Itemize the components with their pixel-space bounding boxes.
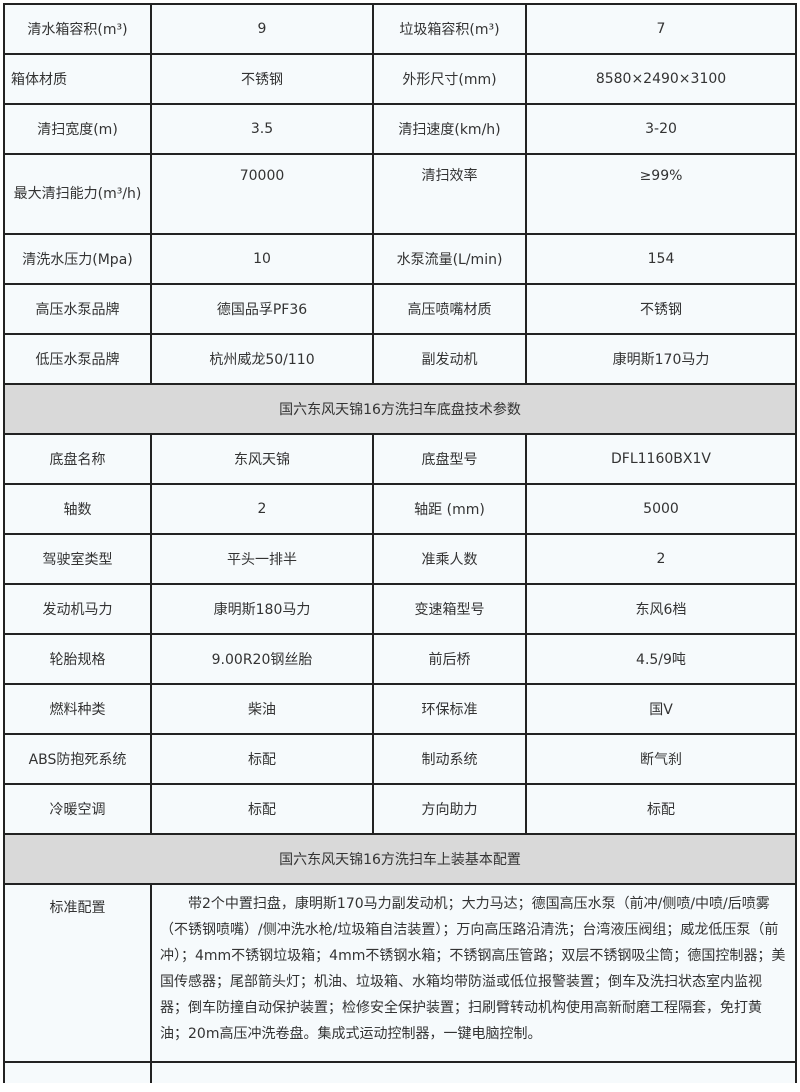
spec-value: 3-20 <box>525 103 797 155</box>
spec-label: 最大清扫能力(m³/h) <box>3 153 152 235</box>
spec-label: 清扫速度(km/h) <box>372 103 527 155</box>
spec-value: 9.00R20钢丝胎 <box>150 633 374 685</box>
spec-label: 冷暖空调 <box>3 783 152 835</box>
spec-label: 清水箱容积(m³) <box>3 3 152 55</box>
spec-row: 发动机马力 康明斯180马力 变速箱型号 东风6档 <box>3 583 797 635</box>
spec-row: ABS防抱死系统 标配 制动系统 断气刹 <box>3 733 797 785</box>
spec-label: 驾驶室类型 <box>3 533 152 585</box>
config-label: 标准配置 <box>3 883 152 1063</box>
spec-value: 柴油 <box>150 683 374 735</box>
spec-row: 轴数 2 轴距 (mm) 5000 <box>3 483 797 535</box>
spec-value: 国V <box>525 683 797 735</box>
config-section-title: 国六东风天锦16方洗扫车上装基本配置 <box>3 833 797 885</box>
spec-value: 东风天锦 <box>150 433 374 485</box>
spec-value: 70000 <box>150 153 374 235</box>
spec-row: 箱体材质 不锈钢 外形尺寸(mm) 8580×2490×3100 <box>3 53 797 105</box>
spec-label: 燃料种类 <box>3 683 152 735</box>
spec-value: 2 <box>150 483 374 535</box>
spec-value: 不锈钢 <box>150 53 374 105</box>
spec-row: 清扫宽度(m) 3.5 清扫速度(km/h) 3-20 <box>3 103 797 155</box>
spec-row: 底盘名称 东风天锦 底盘型号 DFL1160BX1V <box>3 433 797 485</box>
spec-value: 9 <box>150 3 374 55</box>
spec-row: 清水箱容积(m³) 9 垃圾箱容积(m³) 7 <box>3 3 797 55</box>
spec-value: 3.5 <box>150 103 374 155</box>
spec-label: 前后桥 <box>372 633 527 685</box>
spec-value: 4.5/9吨 <box>525 633 797 685</box>
spec-label: ABS防抱死系统 <box>3 733 152 785</box>
spec-value: 平头一排半 <box>150 533 374 585</box>
spec-label: 轴距 (mm) <box>372 483 527 535</box>
spec-row: 燃料种类 柴油 环保标准 国V <box>3 683 797 735</box>
spec-label: 环保标准 <box>372 683 527 735</box>
spec-label: 清洗水压力(Mpa) <box>3 233 152 285</box>
spec-label: 变速箱型号 <box>372 583 527 635</box>
spec-label: 制动系统 <box>372 733 527 785</box>
spec-row: 清洗水压力(Mpa) 10 水泵流量(L/min) 154 <box>3 233 797 285</box>
spec-row: 低压水泵品牌 杭州威龙50/110 副发动机 康明斯170马力 <box>3 333 797 385</box>
spec-value: 杭州威龙50/110 <box>150 333 374 385</box>
spec-value: 标配 <box>150 733 374 785</box>
spec-label: 水泵流量(L/min) <box>372 233 527 285</box>
spec-value: 7 <box>525 3 797 55</box>
spec-value: 154 <box>525 233 797 285</box>
spec-label: 副发动机 <box>372 333 527 385</box>
spec-value: 标配 <box>525 783 797 835</box>
spec-label: 低压水泵品牌 <box>3 333 152 385</box>
spec-row: 最大清扫能力(m³/h) 70000 清扫效率 ≥99% <box>3 153 797 235</box>
spec-value: 康明斯180马力 <box>150 583 374 635</box>
spec-label: 外形尺寸(mm) <box>372 53 527 105</box>
spec-label: 发动机马力 <box>3 583 152 635</box>
chassis-section-title: 国六东风天锦16方洗扫车底盘技术参数 <box>3 383 797 435</box>
spec-label: 方向助力 <box>372 783 527 835</box>
spec-value: 德国品孚PF36 <box>150 283 374 335</box>
spec-label: 底盘型号 <box>372 433 527 485</box>
next-row-cell <box>3 1061 152 1083</box>
next-row-cell <box>150 1061 797 1083</box>
spec-value: 5000 <box>525 483 797 535</box>
spec-value: 康明斯170马力 <box>525 333 797 385</box>
spec-row: 冷暖空调 标配 方向助力 标配 <box>3 783 797 835</box>
spec-row: 高压水泵品牌 德国品孚PF36 高压喷嘴材质 不锈钢 <box>3 283 797 335</box>
spec-label: 准乘人数 <box>372 533 527 585</box>
spec-row: 轮胎规格 9.00R20钢丝胎 前后桥 4.5/9吨 <box>3 633 797 685</box>
spec-value: 8580×2490×3100 <box>525 53 797 105</box>
spec-label: 箱体材质 <box>3 53 152 105</box>
spec-row: 驾驶室类型 平头一排半 准乘人数 2 <box>3 533 797 585</box>
spec-label: 清扫宽度(m) <box>3 103 152 155</box>
spec-label: 高压水泵品牌 <box>3 283 152 335</box>
spec-label: 轴数 <box>3 483 152 535</box>
spec-value: 断气刹 <box>525 733 797 785</box>
spec-value: 2 <box>525 533 797 585</box>
spec-value: 标配 <box>150 783 374 835</box>
spec-value: 不锈钢 <box>525 283 797 335</box>
spec-value: DFL1160BX1V <box>525 433 797 485</box>
spec-value: 东风6档 <box>525 583 797 635</box>
spec-label: 高压喷嘴材质 <box>372 283 527 335</box>
spec-table: 清水箱容积(m³) 9 垃圾箱容积(m³) 7 箱体材质 不锈钢 外形尺寸(mm) 8580×… <box>3 3 797 1083</box>
spec-label: 清扫效率 <box>372 153 527 235</box>
spec-value: ≥99% <box>525 153 797 235</box>
config-text: 带2个中置扫盘，康明斯170马力副发动机；大力马达；德国高压水泵（前冲/侧喷/中… <box>150 883 797 1063</box>
spec-label: 轮胎规格 <box>3 633 152 685</box>
spec-label: 底盘名称 <box>3 433 152 485</box>
spec-label: 垃圾箱容积(m³) <box>372 3 527 55</box>
spec-value: 10 <box>150 233 374 285</box>
